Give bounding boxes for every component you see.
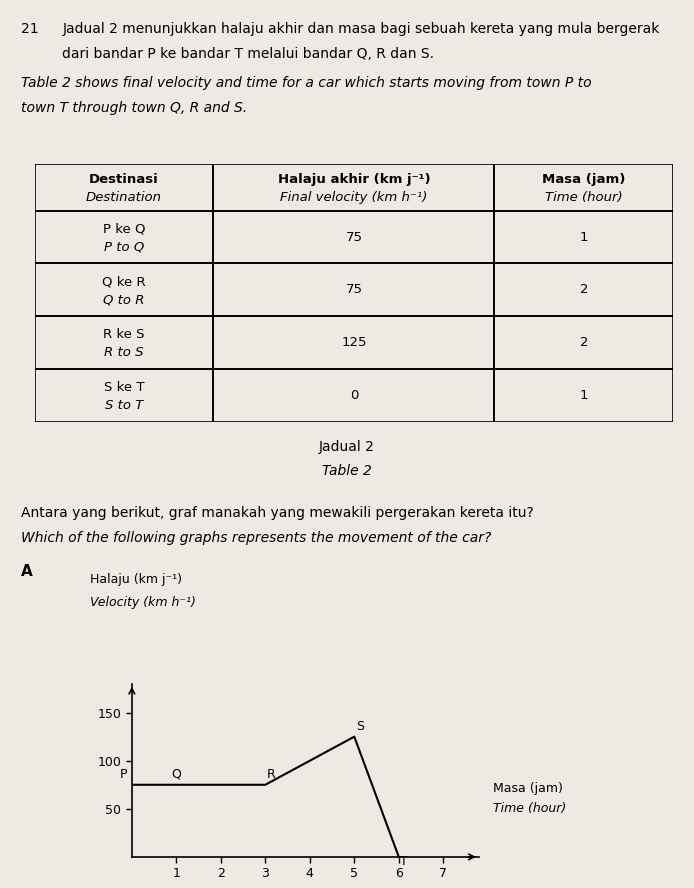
Text: 2: 2 [579,283,588,297]
Text: Table 2: Table 2 [322,464,372,479]
Text: Which of the following graphs represents the movement of the car?: Which of the following graphs represents… [21,531,491,545]
Text: Q: Q [171,768,181,781]
Text: 75: 75 [346,283,362,297]
Text: Halaju akhir (km j⁻¹): Halaju akhir (km j⁻¹) [278,173,430,186]
Text: town T through town Q, R and S.: town T through town Q, R and S. [21,101,247,115]
Text: S: S [355,720,364,733]
Text: 1: 1 [579,231,588,243]
Text: Antara yang berikut, graf manakah yang mewakili pergerakan kereta itu?: Antara yang berikut, graf manakah yang m… [21,506,534,520]
Text: 1: 1 [579,389,588,402]
Text: Destinasi: Destinasi [90,173,159,186]
Text: Time (hour): Time (hour) [545,191,623,204]
Text: Halaju (km j⁻¹): Halaju (km j⁻¹) [90,573,183,586]
Text: dari bandar P ke bandar T melalui bandar Q, R dan S.: dari bandar P ke bandar T melalui bandar… [62,47,434,61]
Text: 21: 21 [21,22,38,36]
Text: T: T [400,855,408,868]
Text: R to S: R to S [104,346,144,360]
Text: Jadual 2: Jadual 2 [319,440,375,454]
Text: Destination: Destination [86,191,162,204]
Text: 0: 0 [350,389,358,402]
Text: A: A [21,564,33,579]
Text: P: P [120,768,128,781]
Text: Masa (jam): Masa (jam) [542,173,625,186]
Text: R: R [266,768,275,781]
Text: Q to R: Q to R [103,294,145,306]
Text: Final velocity (km h⁻¹): Final velocity (km h⁻¹) [280,191,428,204]
Text: R ke S: R ke S [103,329,145,341]
Text: Jadual 2 menunjukkan halaju akhir dan masa bagi sebuah kereta yang mula bergerak: Jadual 2 menunjukkan halaju akhir dan ma… [62,22,660,36]
Text: 2: 2 [579,337,588,349]
Text: P ke Q: P ke Q [103,223,145,236]
Text: S ke T: S ke T [104,381,144,394]
Text: Masa (jam): Masa (jam) [493,782,563,795]
Text: Table 2 shows final velocity and time for a car which starts moving from town P : Table 2 shows final velocity and time fo… [21,76,591,91]
Text: 75: 75 [346,231,362,243]
Text: Q ke R: Q ke R [102,275,146,289]
Text: P to Q: P to Q [104,241,144,254]
Text: Time (hour): Time (hour) [493,802,566,814]
Text: S to T: S to T [105,400,143,412]
Text: Velocity (km h⁻¹): Velocity (km h⁻¹) [90,596,196,609]
Text: 125: 125 [341,337,366,349]
